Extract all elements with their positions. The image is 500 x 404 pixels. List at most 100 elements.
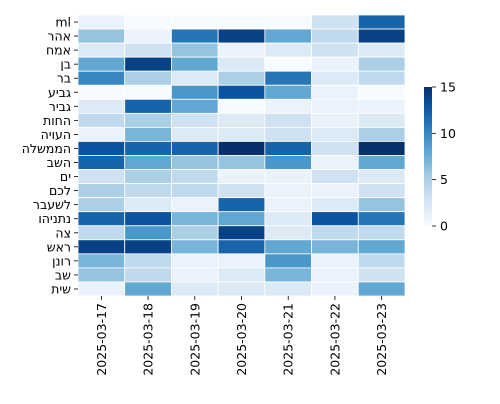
heatmap-cell <box>217 112 266 128</box>
y-tick-label: הממשלה <box>22 141 71 156</box>
heatmap-cell <box>264 98 312 114</box>
y-tick-label: ml <box>55 15 71 30</box>
heatmap-cell <box>264 197 312 213</box>
heatmap-cell <box>264 239 312 255</box>
heatmap-cell <box>357 98 406 114</box>
heatmap-cell <box>77 183 126 199</box>
heatmap-cell <box>124 253 172 269</box>
heatmap-cell <box>311 197 359 213</box>
heatmap-cell <box>77 98 126 114</box>
heatmap-cell <box>311 42 359 58</box>
colorbar-tick-label: 5 <box>440 172 448 187</box>
heatmap-cell <box>217 183 266 199</box>
heatmap-cell <box>77 155 126 170</box>
heatmap-cell <box>217 155 266 170</box>
heatmap-cell <box>264 28 312 44</box>
heatmap-cell <box>124 197 172 213</box>
heatmap-cell <box>357 155 406 170</box>
heatmap-cell <box>77 84 126 100</box>
heatmap-cell <box>311 281 359 297</box>
heatmap-cell <box>77 253 126 269</box>
heatmap-cell <box>217 14 266 30</box>
heatmap-cell <box>357 70 406 86</box>
heatmap-cell <box>311 183 359 199</box>
y-tick-label: שב <box>55 267 71 282</box>
heatmap-cell <box>264 169 312 185</box>
heatmap-cell <box>171 225 219 241</box>
heatmap-cell <box>357 42 406 58</box>
heatmap-cell <box>357 281 406 297</box>
heatmap-cell <box>217 239 266 255</box>
heatmap-cell <box>171 253 219 269</box>
y-tick-label: ראש <box>47 239 71 254</box>
y-tick-label: גביר <box>49 99 71 114</box>
heatmap-cell <box>264 141 312 156</box>
x-tick-label: 2025-03-23 <box>374 303 389 376</box>
heatmap-cell <box>124 84 172 100</box>
heatmap-cell <box>311 70 359 86</box>
heatmap-cell <box>77 127 126 142</box>
heatmap-cell <box>124 14 172 30</box>
heatmap-cell <box>217 281 266 297</box>
heatmap-cell <box>124 141 172 156</box>
y-tick-labels: mlאהראמחבןברגביעגבירהחותהעויההממשלההשבים… <box>22 15 78 296</box>
heatmap-cell <box>357 56 406 72</box>
heatmap-cell <box>217 70 266 86</box>
heatmap-cell <box>124 169 172 185</box>
heatmap-cell <box>171 197 219 213</box>
heatmap-cell <box>357 127 406 142</box>
heatmap-cell <box>217 225 266 241</box>
colorbar-ticks: 0 5 10 15 <box>432 80 456 234</box>
heatmap-cell <box>311 225 359 241</box>
heatmap-cell <box>311 253 359 269</box>
heatmap-cell <box>171 127 219 142</box>
heatmap-cell <box>264 281 312 297</box>
heatmap-cell <box>124 98 172 114</box>
heatmap-cell <box>171 239 219 255</box>
heatmap-cell <box>124 211 172 227</box>
x-tick-label: 2025-03-17 <box>94 303 109 376</box>
heatmap-cell <box>171 267 219 283</box>
heatmap-cell <box>171 14 219 30</box>
heatmap-cell <box>77 28 126 44</box>
heatmap-cell <box>357 183 406 199</box>
x-tick-label: 2025-03-21 <box>281 303 296 376</box>
heatmap-cells <box>77 14 406 297</box>
heatmap-cell <box>124 281 172 297</box>
heatmap-cell <box>357 225 406 241</box>
heatmap-cell <box>357 28 406 44</box>
heatmap-cell <box>357 14 406 30</box>
heatmap-cell <box>171 169 219 185</box>
heatmap-cell <box>357 112 406 128</box>
heatmap-cell <box>357 211 406 227</box>
heatmap-cell <box>124 127 172 142</box>
colorbar-tick-label: 0 <box>440 219 448 234</box>
colorbar-tick-label: 10 <box>440 126 456 141</box>
heatmap-cell <box>77 14 126 30</box>
heatmap-cell <box>77 70 126 86</box>
heatmap-cell <box>311 84 359 100</box>
y-tick-label: לכם <box>49 183 71 198</box>
y-tick-label: נתניהו <box>38 211 71 226</box>
heatmap-cell <box>124 239 172 255</box>
heatmap-cell <box>124 267 172 283</box>
colorbar-gradient <box>424 87 432 226</box>
y-tick-label: החות <box>43 113 71 128</box>
heatmap-cell <box>124 28 172 44</box>
heatmap-cell <box>124 56 172 72</box>
heatmap-cell <box>311 239 359 255</box>
heatmap-cell <box>77 56 126 72</box>
y-tick-label: גביע <box>48 85 71 100</box>
heatmap-cell <box>311 127 359 142</box>
heatmap-cell <box>77 169 126 185</box>
heatmap-cell <box>171 28 219 44</box>
x-tick-label: 2025-03-22 <box>327 303 342 376</box>
colorbar-tick-label: 15 <box>440 80 456 95</box>
y-tick-label: בן <box>60 57 71 72</box>
heatmap-cell <box>171 141 219 156</box>
heatmap-cell <box>357 253 406 269</box>
heatmap-cell <box>217 141 266 156</box>
x-tick-label: 2025-03-19 <box>187 303 202 376</box>
heatmap-cell <box>264 225 312 241</box>
